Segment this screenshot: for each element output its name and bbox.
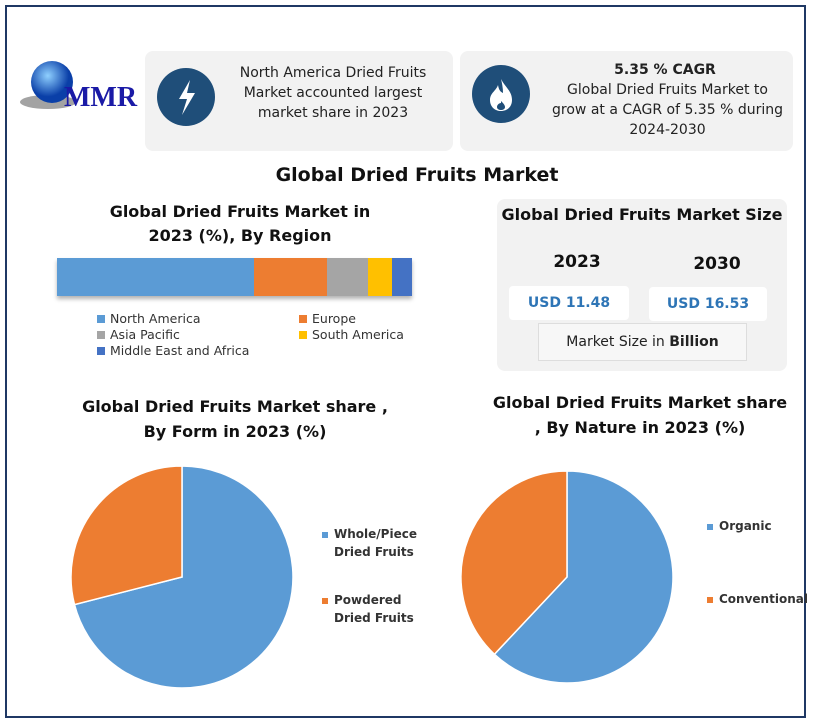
legend-label: Asia Pacific: [110, 327, 180, 342]
legend-swatch: [707, 596, 713, 603]
highlight-card-2: 5.35 % CAGR Global Dried Fruits Market t…: [460, 51, 793, 151]
legend-item: Europe: [299, 311, 429, 326]
legend-swatch: [322, 531, 328, 538]
pie-slice-powdered-dried-fruits: [70, 465, 183, 606]
highlight-card-1: North America Dried Fruits Market accoun…: [145, 51, 453, 151]
infographic-frame: [5, 5, 806, 718]
legend-swatch: [97, 314, 105, 323]
form-pie-chart: [70, 465, 294, 689]
market-size-title: Global Dried Fruits Market Size: [501, 205, 783, 224]
bar-segment-middle-east-and-africa: [392, 258, 412, 296]
unit-label: Market Size in Billion: [538, 323, 747, 361]
globe-icon: [20, 61, 76, 109]
cagr-title: 5.35 % CAGR: [614, 62, 716, 78]
value-2030: USD 16.53: [649, 287, 767, 321]
region-legend: North America Europe Asia Pacific South Ame…: [97, 311, 427, 358]
legend-item: Middle East and Africa: [97, 343, 299, 358]
legend-swatch: [299, 330, 307, 339]
legend-swatch: [322, 597, 328, 604]
legend-item: South America: [299, 327, 429, 342]
year-2030: 2030: [693, 254, 741, 274]
bar-segment-asia-pacific: [326, 258, 368, 296]
year-2023: 2023: [553, 252, 601, 272]
region-stacked-bar: [57, 258, 412, 296]
legend-label: Powdered Dried Fruits: [334, 593, 414, 625]
nature-legend-item: Conventional: [707, 590, 808, 608]
legend-item: North America: [97, 311, 299, 326]
main-title: Global Dried Fruits Market: [275, 164, 559, 186]
pie-slice-whole-piece-dried-fruits: [73, 465, 294, 689]
legend-swatch: [707, 523, 713, 530]
pie-slice-organic: [493, 470, 674, 684]
legend-label: Middle East and Africa: [110, 343, 250, 358]
region-chart-title: Global Dried Fruits Market in 2023 (%), …: [109, 202, 371, 245]
highlight-text-2: Global Dried Fruits Market to grow at a …: [552, 82, 783, 138]
bar-segment-europe: [254, 258, 327, 296]
legend-label: Organic: [719, 519, 772, 533]
highlight-text-1: North America Dried Fruits Market accoun…: [239, 65, 427, 121]
form-legend-item: Whole/Piece Dried Fruits: [322, 525, 422, 561]
unit-bold: Billion: [669, 334, 719, 350]
value-2023: USD 11.48: [509, 286, 629, 320]
legend-label: South America: [312, 327, 404, 342]
legend-swatch: [299, 314, 307, 323]
flame-icon: [472, 65, 530, 123]
bar-segment-south-america: [367, 258, 393, 296]
nature-pie-chart: [460, 470, 674, 684]
legend-label: Whole/Piece Dried Fruits: [334, 527, 417, 559]
legend-label: North America: [110, 311, 201, 326]
logo-text: MMR: [64, 82, 138, 113]
form-legend-item: Powdered Dried Fruits: [322, 591, 422, 627]
bar-segment-north-america: [57, 258, 255, 296]
market-size-card: Global Dried Fruits Market Size 2023 203…: [497, 199, 787, 371]
form-chart-title: Global Dried Fruits Market share , By Fo…: [82, 397, 388, 441]
nature-chart-title: Global Dried Fruits Market share , By Na…: [492, 393, 788, 437]
nature-legend-item: Organic: [707, 517, 772, 535]
mmr-logo: MMR: [16, 58, 141, 118]
legend-swatch: [97, 330, 105, 339]
lightning-icon: [157, 68, 215, 126]
legend-label: Europe: [312, 311, 356, 326]
unit-prefix: Market Size in: [566, 334, 670, 350]
pie-slice-conventional: [460, 470, 568, 656]
legend-label: Conventional: [719, 592, 808, 606]
legend-item: Asia Pacific: [97, 327, 299, 342]
legend-swatch: [97, 346, 105, 355]
